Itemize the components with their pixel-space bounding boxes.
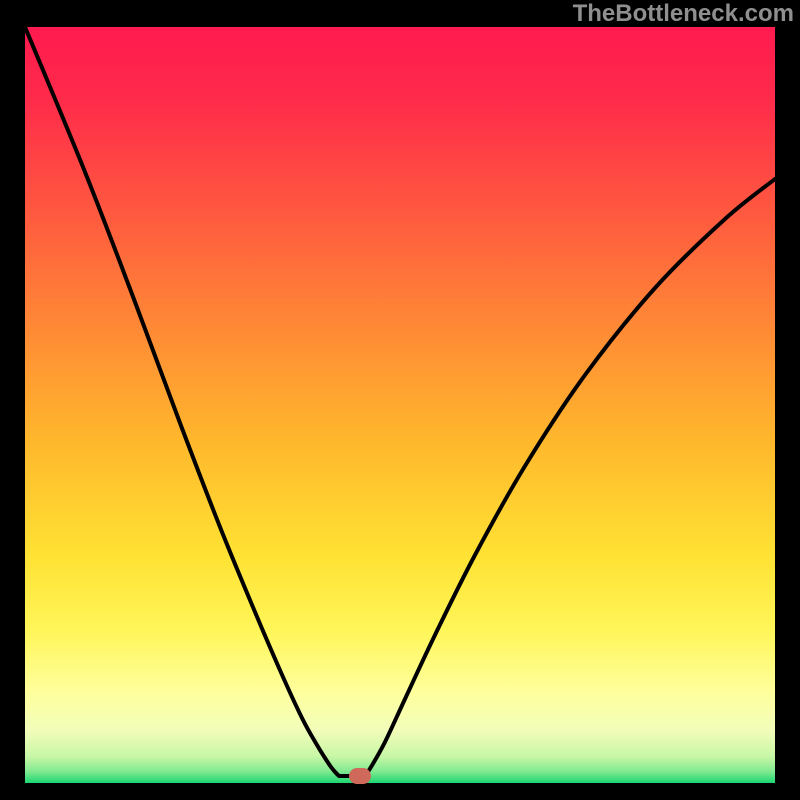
- bottleneck-marker: [349, 768, 371, 784]
- bottleneck-curve: [25, 27, 775, 783]
- watermark-text: TheBottleneck.com: [573, 0, 800, 28]
- plot-area: [25, 27, 775, 783]
